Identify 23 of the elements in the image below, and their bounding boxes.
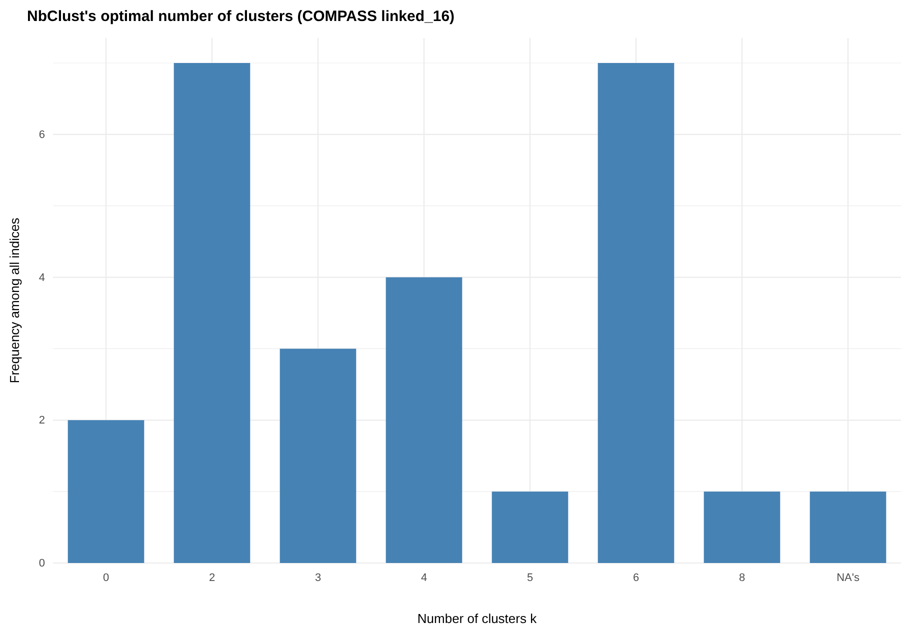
y-tick-label: 2: [38, 414, 45, 427]
bar: [598, 63, 674, 563]
x-tick-label: 2: [208, 572, 216, 584]
y-tick-label: 6: [38, 128, 45, 141]
y-tick-label: 0: [38, 558, 45, 570]
bar: [280, 348, 356, 563]
bar: [810, 492, 886, 563]
x-axis-title: Number of clusters k: [417, 611, 538, 626]
chart-title: NbClust's optimal number of clusters (COMPASS linked_16): [27, 8, 455, 25]
x-tick-label: 4: [420, 572, 428, 584]
bar: [492, 492, 568, 563]
bar: [704, 492, 780, 563]
x-tick-label: 5: [526, 572, 534, 584]
y-axis-title: Frequency among all indices: [7, 217, 22, 384]
x-tick-label: 8: [738, 572, 746, 584]
x-tick-label: NA's: [836, 572, 860, 584]
x-tick-label: 6: [632, 572, 640, 584]
x-tick-label: 3: [314, 572, 322, 584]
bar: [68, 420, 144, 563]
y-tick-label: 4: [38, 272, 45, 284]
bar: [174, 63, 250, 563]
x-tick-label: 0: [102, 572, 110, 584]
bar: [386, 277, 462, 563]
